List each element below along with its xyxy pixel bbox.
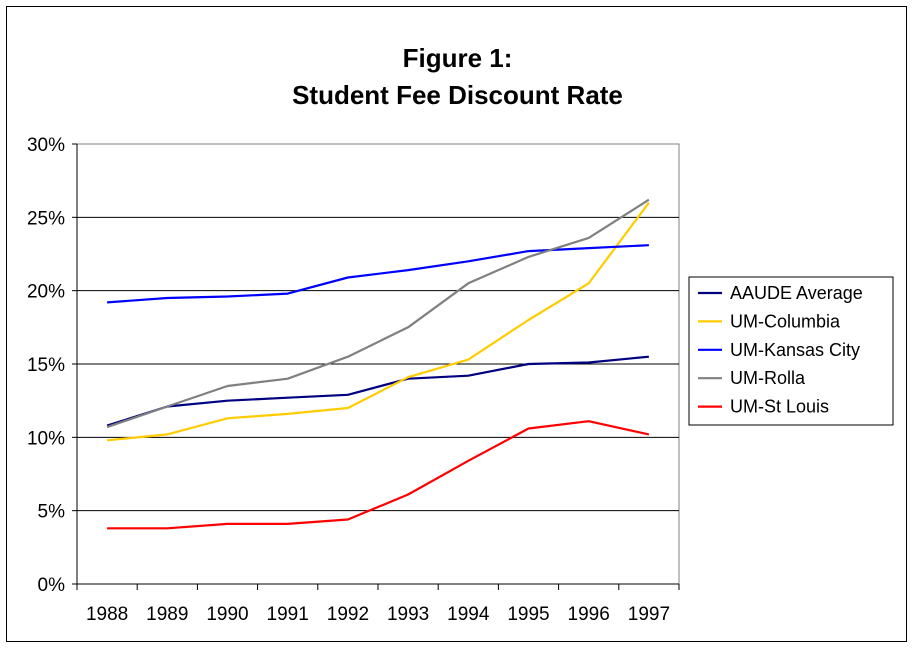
chart-title-line-2: Student Fee Discount Rate — [292, 80, 623, 110]
x-tick-label: 1995 — [507, 604, 549, 625]
x-tick-label: 1993 — [387, 604, 429, 625]
series-line-um-st-louis — [107, 420, 650, 530]
y-tick-label: 5% — [38, 502, 66, 523]
legend-box — [688, 276, 894, 426]
x-tick-label: 1997 — [628, 604, 670, 625]
legend-label: UM-St Louis — [730, 397, 829, 417]
x-tick-label: 1989 — [146, 604, 188, 625]
legend-label: UM-Kansas City — [730, 340, 860, 360]
y-tick-label: 0% — [38, 575, 66, 596]
y-tick-label: 20% — [27, 282, 65, 303]
series-line-um-kansas-city — [107, 244, 649, 304]
y-tick-label: 15% — [27, 355, 65, 376]
legend-label: UM-Rolla — [730, 368, 806, 388]
series-line-um-rolla — [106, 198, 650, 429]
legend-label: AAUDE Average — [730, 283, 863, 303]
y-tick-label: 30% — [27, 135, 65, 156]
x-tick-label: 1990 — [206, 604, 248, 625]
y-tick-label: 10% — [27, 428, 65, 449]
x-tick-label: 1996 — [568, 604, 610, 625]
x-tick-label: 1991 — [267, 604, 309, 625]
legend-label: UM-Columbia — [730, 311, 841, 331]
series-line-um-columbia — [106, 202, 650, 442]
x-tick-label: 1988 — [86, 604, 128, 625]
y-tick-label: 25% — [27, 208, 65, 229]
series-line-aaude-average — [106, 355, 650, 427]
chart-title-line-1: Figure 1: — [402, 43, 513, 73]
x-tick-label: 1992 — [327, 604, 369, 625]
x-tick-label: 1994 — [447, 604, 490, 625]
